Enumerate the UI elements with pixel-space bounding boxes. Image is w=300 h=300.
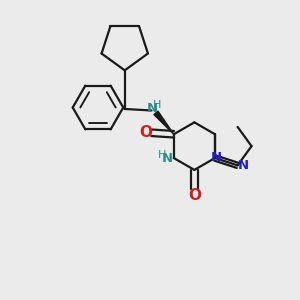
Text: N: N <box>147 103 158 116</box>
Text: N: N <box>162 152 173 165</box>
Text: N: N <box>211 151 222 164</box>
Text: H: H <box>153 100 161 110</box>
Text: O: O <box>140 125 153 140</box>
Text: O: O <box>188 188 201 203</box>
Polygon shape <box>154 111 174 134</box>
Text: N: N <box>237 160 248 172</box>
Text: H: H <box>158 150 167 160</box>
